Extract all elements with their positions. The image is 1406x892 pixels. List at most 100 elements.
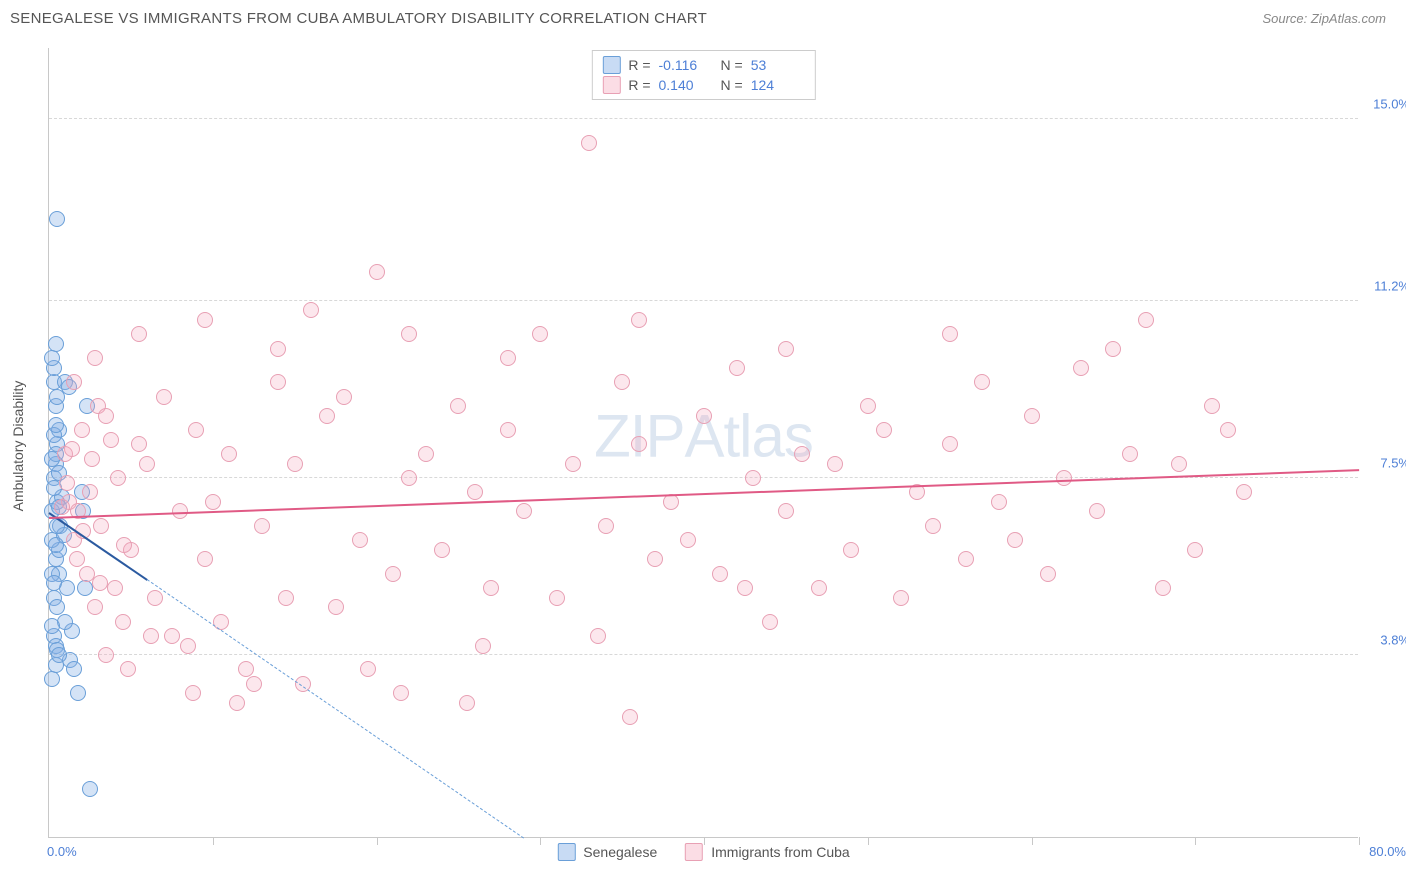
- x-axis-min-label: 0.0%: [47, 844, 77, 859]
- data-point: [1236, 484, 1252, 500]
- legend-item-cuba: Immigrants from Cuba: [685, 843, 849, 861]
- data-point: [647, 551, 663, 567]
- data-point: [115, 614, 131, 630]
- data-point: [991, 494, 1007, 510]
- data-point: [44, 671, 60, 687]
- legend-label-senegalese: Senegalese: [583, 844, 657, 860]
- data-point: [107, 580, 123, 596]
- data-point: [66, 661, 82, 677]
- data-point: [64, 441, 80, 457]
- data-point: [737, 580, 753, 596]
- data-point: [532, 326, 548, 342]
- data-point: [1089, 503, 1105, 519]
- data-point: [303, 302, 319, 318]
- data-point: [197, 551, 213, 567]
- data-point: [74, 422, 90, 438]
- data-point: [229, 695, 245, 711]
- data-point: [82, 484, 98, 500]
- data-point: [614, 374, 630, 390]
- swatch-senegalese: [602, 56, 620, 74]
- r-label: R =: [628, 77, 650, 93]
- data-point: [66, 374, 82, 390]
- data-point: [631, 312, 647, 328]
- data-point: [188, 422, 204, 438]
- data-point: [958, 551, 974, 567]
- data-point: [103, 432, 119, 448]
- y-tick-label: 3.8%: [1380, 633, 1406, 648]
- r-value-senegalese: -0.116: [659, 57, 713, 73]
- data-point: [450, 398, 466, 414]
- data-point: [69, 551, 85, 567]
- data-point: [590, 628, 606, 644]
- data-point: [131, 436, 147, 452]
- data-point: [1073, 360, 1089, 376]
- data-point: [59, 475, 75, 491]
- data-point: [319, 408, 335, 424]
- data-point: [369, 264, 385, 280]
- data-point: [712, 566, 728, 582]
- data-point: [254, 518, 270, 534]
- data-point: [270, 374, 286, 390]
- chart-title: SENEGALESE VS IMMIGRANTS FROM CUBA AMBUL…: [10, 10, 707, 27]
- legend-row-cuba: R = 0.140 N = 124: [602, 75, 804, 95]
- data-point: [164, 628, 180, 644]
- data-point: [84, 451, 100, 467]
- data-point: [598, 518, 614, 534]
- data-point: [1220, 422, 1236, 438]
- data-point: [44, 350, 60, 366]
- data-point: [1155, 580, 1171, 596]
- data-point: [49, 389, 65, 405]
- data-point: [48, 417, 64, 433]
- legend-row-senegalese: R = -0.116 N = 53: [602, 55, 804, 75]
- x-tick: [704, 837, 705, 845]
- data-point: [778, 503, 794, 519]
- data-point: [467, 484, 483, 500]
- data-point: [1204, 398, 1220, 414]
- data-point: [860, 398, 876, 414]
- n-value-senegalese: 53: [751, 57, 805, 73]
- x-axis-max-label: 80.0%: [1369, 844, 1406, 859]
- data-point: [93, 518, 109, 534]
- legend-label-cuba: Immigrants from Cuba: [711, 844, 849, 860]
- data-point: [1007, 532, 1023, 548]
- x-tick: [868, 837, 869, 845]
- data-point: [827, 456, 843, 472]
- data-point: [110, 470, 126, 486]
- data-point: [360, 661, 376, 677]
- x-tick: [540, 837, 541, 845]
- r-label: R =: [628, 57, 650, 73]
- correlation-legend: R = -0.116 N = 53 R = 0.140 N = 124: [591, 50, 815, 100]
- data-point: [549, 590, 565, 606]
- data-point: [49, 211, 65, 227]
- data-point: [680, 532, 696, 548]
- data-point: [352, 532, 368, 548]
- data-point: [328, 599, 344, 615]
- data-point: [459, 695, 475, 711]
- swatch-cuba: [685, 843, 703, 861]
- data-point: [762, 614, 778, 630]
- data-point: [98, 647, 114, 663]
- data-point: [278, 590, 294, 606]
- data-point: [1056, 470, 1072, 486]
- y-tick-label: 7.5%: [1380, 455, 1406, 470]
- y-axis-title: Ambulatory Disability: [10, 381, 26, 512]
- data-point: [565, 456, 581, 472]
- data-point: [46, 575, 62, 591]
- data-point: [1122, 446, 1138, 462]
- data-point: [143, 628, 159, 644]
- data-point: [942, 436, 958, 452]
- data-point: [270, 341, 286, 357]
- data-point: [221, 446, 237, 462]
- data-point: [516, 503, 532, 519]
- data-point: [500, 350, 516, 366]
- data-point: [87, 350, 103, 366]
- data-point: [82, 781, 98, 797]
- data-point: [180, 638, 196, 654]
- data-point: [44, 618, 60, 634]
- data-point: [631, 436, 647, 452]
- data-point: [843, 542, 859, 558]
- y-tick-label: 11.2%: [1374, 278, 1406, 293]
- legend-item-senegalese: Senegalese: [557, 843, 657, 861]
- x-tick: [1359, 837, 1360, 845]
- swatch-cuba: [602, 76, 620, 94]
